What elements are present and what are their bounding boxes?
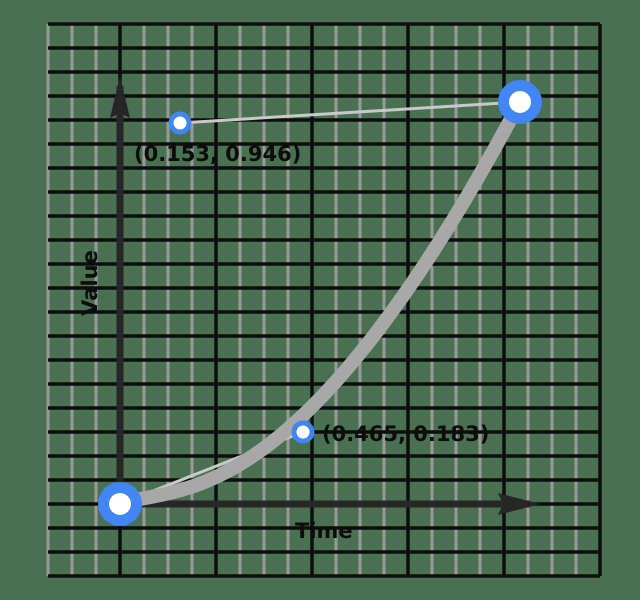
anchor-inner bbox=[109, 493, 131, 515]
grid-major-horizontal bbox=[48, 22, 600, 578]
x-axis-label: Time bbox=[295, 519, 353, 543]
control-point-p2[interactable] bbox=[291, 420, 315, 444]
handle-line-p1 bbox=[179, 100, 521, 125]
anchor-inner bbox=[509, 91, 531, 113]
control-point-p1-label: (0.153, 0.946) bbox=[134, 142, 301, 166]
anchor-point-start[interactable] bbox=[98, 482, 142, 526]
y-axis-label: Value bbox=[78, 250, 102, 316]
control-point-handle[interactable] bbox=[168, 111, 192, 135]
axes bbox=[110, 76, 540, 515]
control-point-handle[interactable] bbox=[291, 420, 315, 444]
control-point-p2-label: (0.465, 0.183) bbox=[322, 422, 489, 446]
control-point-p1[interactable] bbox=[168, 111, 192, 135]
bezier-curve[interactable] bbox=[113, 95, 527, 511]
anchor-points[interactable] bbox=[98, 80, 542, 526]
up-arrow-icon bbox=[110, 76, 130, 118]
right-arrow-icon bbox=[498, 493, 540, 515]
control-points[interactable] bbox=[168, 111, 315, 444]
anchor-point-end[interactable] bbox=[498, 80, 542, 124]
